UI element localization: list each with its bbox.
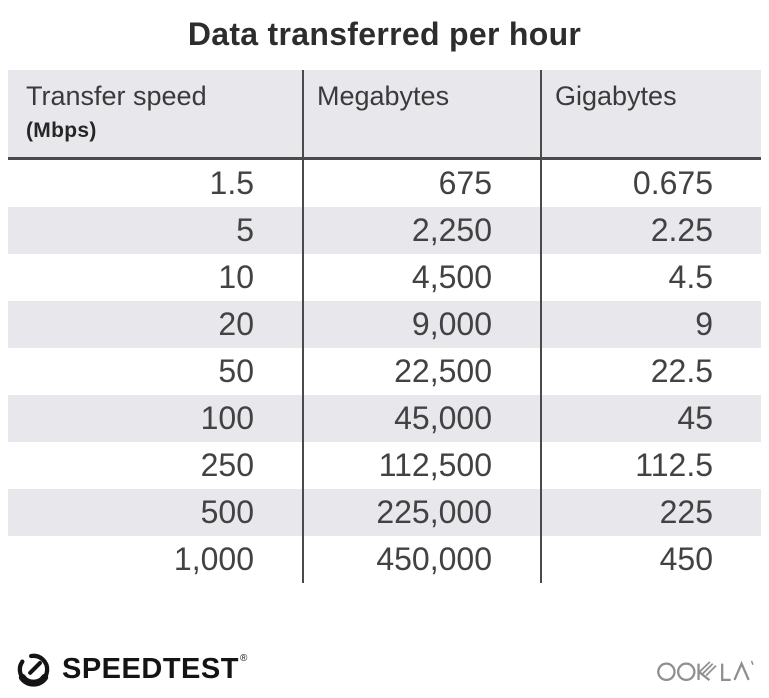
cell-gigabytes: 4.5 — [540, 254, 761, 301]
column-header-unit: (Mbps) — [26, 119, 97, 142]
table-row: 250 112,500 112.5 — [8, 442, 761, 489]
table-row: 1.5 675 0.675 — [8, 160, 761, 207]
ookla-wordmark-icon — [657, 660, 754, 682]
cell-gigabytes: 450 — [540, 536, 761, 583]
cell-megabytes: 112,500 — [302, 442, 540, 489]
column-header-transfer-speed: Transfer speed (Mbps) — [8, 70, 302, 157]
cell-speed: 20 — [218, 306, 254, 342]
table-row: 50 22,500 22.5 — [8, 348, 761, 395]
cell-speed: 50 — [218, 353, 254, 389]
cell-speed: 10 — [218, 259, 254, 295]
cell-gigabytes: 0.675 — [540, 160, 761, 207]
cell-megabytes: 225,000 — [302, 489, 540, 536]
speedtest-gauge-icon — [17, 653, 50, 687]
table-row: 10 4,500 4.5 — [8, 254, 761, 301]
data-table: Transfer speed (Mbps) Megabytes Gigabyte… — [8, 70, 761, 583]
cell-speed: 1.5 — [209, 165, 254, 201]
cell-gigabytes: 2.25 — [540, 207, 761, 254]
cell-megabytes: 9,000 — [302, 301, 540, 348]
speedtest-logo: SPEEDTEST ® — [14, 650, 247, 689]
column-header-label: Transfer speed — [26, 81, 207, 111]
registered-mark: ® — [239, 653, 248, 664]
column-header-megabytes: Megabytes — [302, 70, 540, 157]
page-title: Data transferred per hour — [187, 16, 582, 52]
cell-speed: 100 — [200, 400, 254, 436]
table-row: 100 45,000 45 — [8, 395, 761, 442]
cell-megabytes: 675 — [302, 160, 540, 207]
cell-gigabytes: 9 — [540, 301, 761, 348]
table-row: 20 9,000 9 — [8, 301, 761, 348]
cell-gigabytes: 112.5 — [540, 442, 761, 489]
table-row: 500 225,000 225 — [8, 489, 761, 536]
ookla-logo — [656, 652, 760, 689]
cell-megabytes: 4,500 — [302, 254, 540, 301]
column-header-gigabytes: Gigabytes — [540, 70, 761, 157]
cell-speed: 250 — [200, 447, 254, 483]
cell-speed: 5 — [236, 212, 254, 248]
cell-megabytes: 2,250 — [302, 207, 540, 254]
cell-speed: 1,000 — [173, 541, 254, 577]
table-body: 1.5 675 0.675 5 2,250 2.25 10 4,500 4.5 … — [8, 160, 761, 583]
cell-megabytes: 22,500 — [302, 348, 540, 395]
table-header-row: Transfer speed (Mbps) Megabytes Gigabyte… — [8, 70, 761, 160]
table-row: 1,000 450,000 450 — [8, 536, 761, 583]
speedtest-wordmark: SPEEDTEST — [62, 653, 239, 685]
cell-megabytes: 450,000 — [302, 536, 540, 583]
cell-gigabytes: 45 — [540, 395, 761, 442]
cell-megabytes: 45,000 — [302, 395, 540, 442]
cell-speed: 500 — [200, 494, 254, 530]
cell-gigabytes: 225 — [540, 489, 761, 536]
cell-gigabytes: 22.5 — [540, 348, 761, 395]
table-row: 5 2,250 2.25 — [8, 207, 761, 254]
